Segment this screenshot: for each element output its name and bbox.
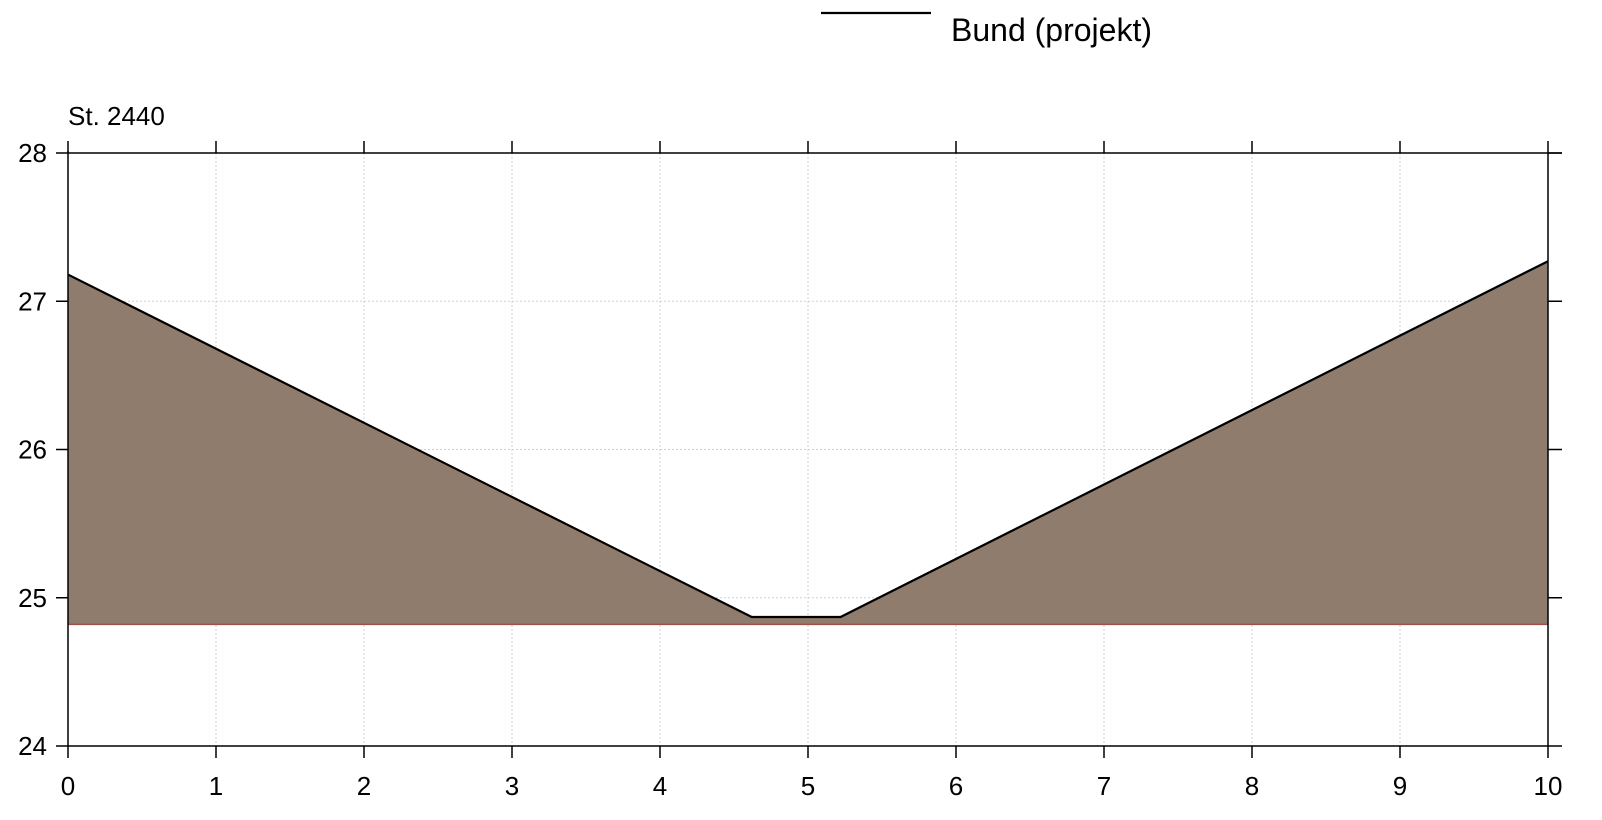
- series-line-bund: [67, 260, 1549, 619]
- x-tick-label: 4: [653, 771, 667, 801]
- x-tick-label: 10: [1534, 771, 1563, 801]
- x-tick-label: 2: [357, 771, 371, 801]
- chart-title: St. 2440: [68, 101, 165, 131]
- bed-fill-area: [68, 261, 1548, 625]
- y-tick-label: 25: [18, 583, 47, 613]
- x-tick-label: 8: [1245, 771, 1259, 801]
- x-tick-label: 0: [61, 771, 75, 801]
- y-tick-label: 28: [18, 138, 47, 168]
- tick-labels: 0 1 2 3 4 5 6 7 8 9 10 24 25 26 27 28: [18, 138, 1562, 801]
- y-tick-label: 27: [18, 286, 47, 316]
- legend-label-bund: Bund (projekt): [951, 12, 1152, 48]
- x-tick-label: 7: [1097, 771, 1111, 801]
- y-tick-label: 24: [18, 731, 47, 761]
- x-tick-label: 3: [505, 771, 519, 801]
- x-tick-label: 9: [1393, 771, 1407, 801]
- legend: Bund (projekt): [821, 11, 1152, 48]
- x-tick-label: 6: [949, 771, 963, 801]
- y-tick-label: 26: [18, 435, 47, 465]
- x-tick-label: 1: [209, 771, 223, 801]
- ticks: [56, 141, 1562, 758]
- x-tick-label: 5: [801, 771, 815, 801]
